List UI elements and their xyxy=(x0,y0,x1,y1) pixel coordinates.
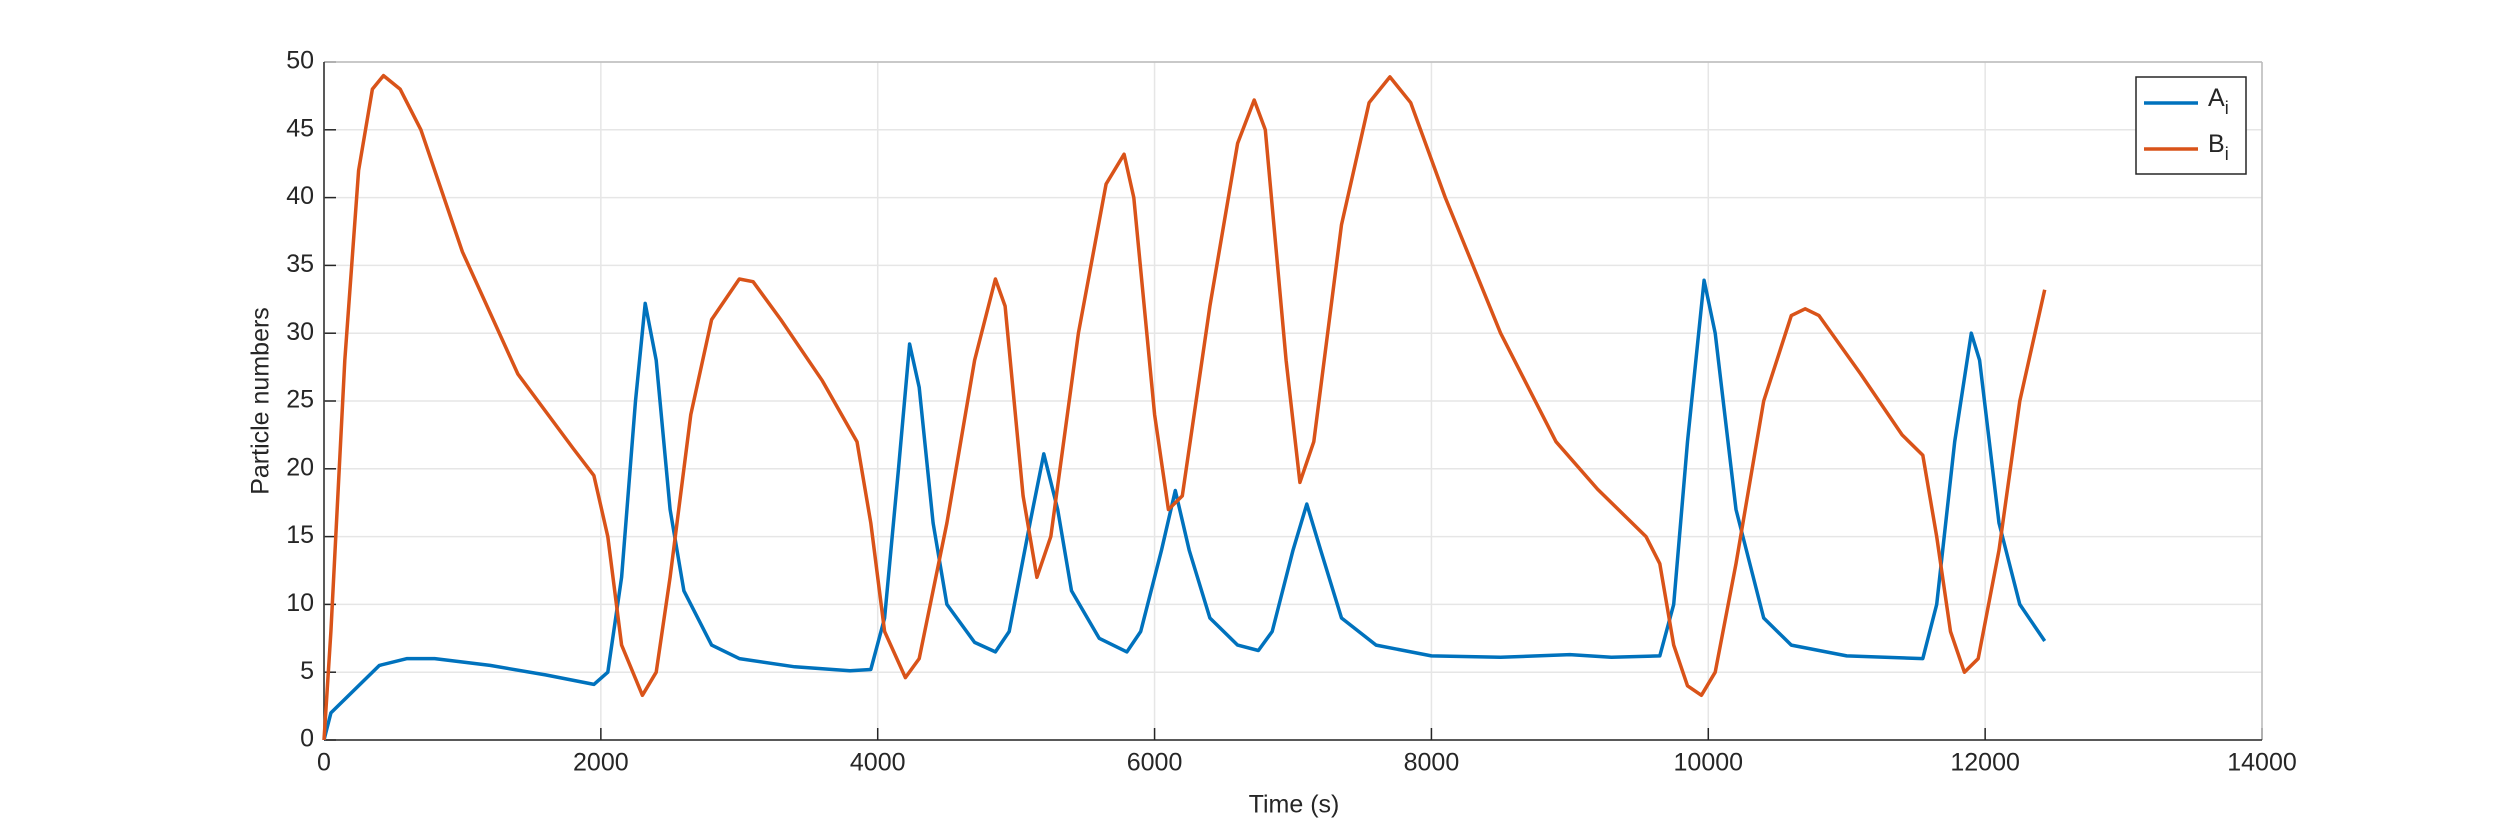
y-tick-label: 35 xyxy=(286,250,314,278)
legend-box xyxy=(2135,76,2247,175)
y-tick-label: 20 xyxy=(286,453,314,481)
x-tick-label: 14000 xyxy=(2227,749,2297,777)
y-tick-label: 50 xyxy=(286,47,314,75)
x-tick-label: 4000 xyxy=(850,749,906,777)
y-tick-label: 5 xyxy=(300,657,314,685)
series-line xyxy=(322,73,2047,741)
series-line xyxy=(322,278,2047,741)
x-tick-label: 6000 xyxy=(1127,749,1183,777)
y-tick-label: 10 xyxy=(286,589,314,617)
y-tick-label: 40 xyxy=(286,182,314,210)
x-tick-label: 12000 xyxy=(1950,749,2020,777)
x-tick-label: 10000 xyxy=(1674,749,1744,777)
x-tick-label: 2000 xyxy=(573,749,629,777)
y-tick-label: 0 xyxy=(300,725,314,753)
x-axis-label: Time (s) xyxy=(1249,791,1340,819)
y-tick-label: 45 xyxy=(286,114,314,142)
x-tick-label: 0 xyxy=(317,749,331,777)
y-tick-label: 25 xyxy=(286,386,314,414)
x-tick-label: 8000 xyxy=(1404,749,1460,777)
legend-label: Ai xyxy=(2208,84,2229,118)
legend-label: Bi xyxy=(2208,130,2229,164)
y-tick-label: 15 xyxy=(286,521,314,549)
y-axis-label: Particle numbers xyxy=(247,307,275,495)
y-tick-label: 30 xyxy=(286,318,314,346)
